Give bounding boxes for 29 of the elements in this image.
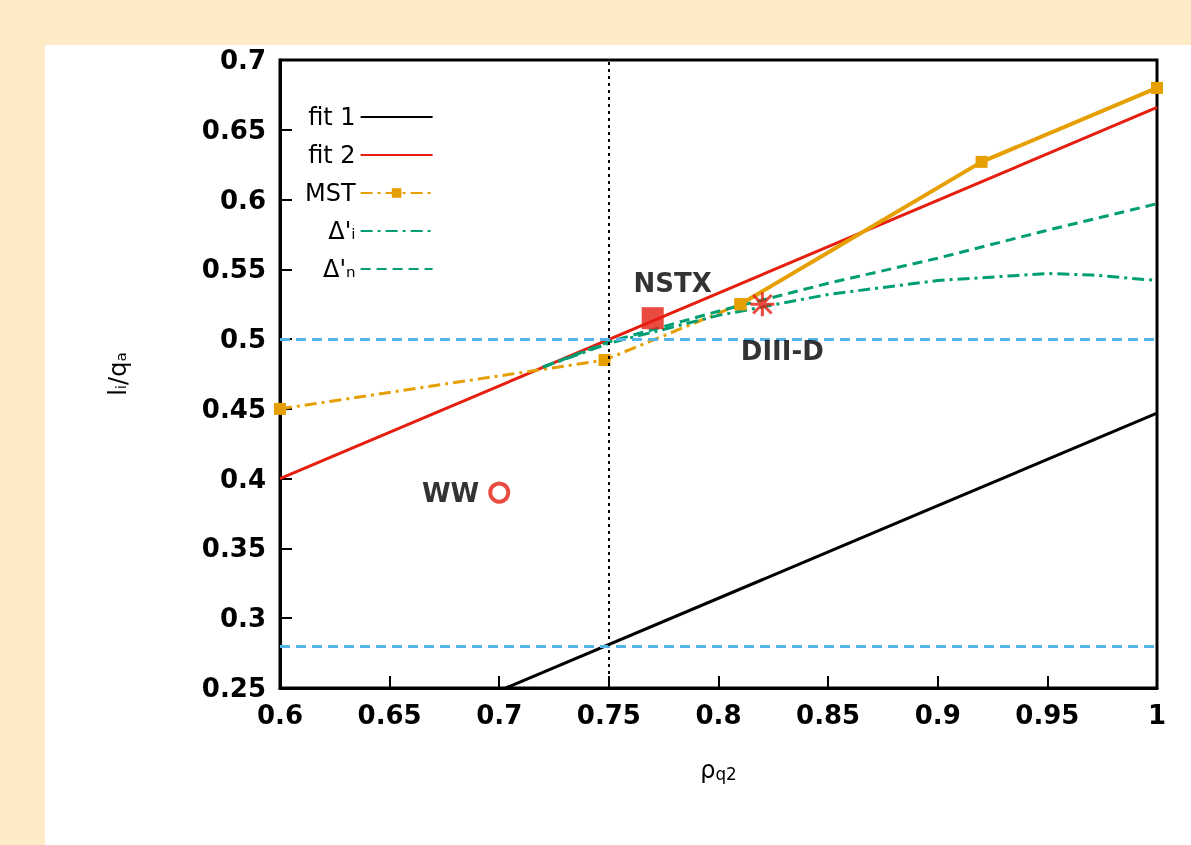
y-tick-label: 0.65 (201, 114, 266, 145)
x-axis-title: ρq2 (700, 756, 737, 784)
y-tick-label: 0.3 (219, 603, 266, 634)
x-tick-label: 0.6 (256, 700, 304, 730)
y-tick-label: 0.5 (219, 324, 266, 355)
x-tick-label: 0.85 (796, 700, 861, 730)
y-tick-label: 0.25 (201, 673, 266, 703)
y-tick-label: 0.4 (219, 463, 266, 494)
x-tick-label: 0.95 (1015, 700, 1080, 730)
y-tick-label: 0.6 (219, 184, 266, 215)
legend-label: fit 2 (308, 141, 356, 169)
x-tick-label: 1 (1147, 700, 1167, 730)
annotation: NSTX (633, 268, 712, 299)
annotation: WW (421, 477, 480, 508)
x-tick-label: 0.8 (695, 700, 742, 730)
legend-label: Δ'ᵢ (328, 217, 356, 245)
y-axis-title: lᵢ/qₐ (104, 352, 132, 396)
legend-label: MST (304, 179, 356, 207)
legend-label: Δ'ₙ (323, 255, 356, 283)
x-tick-label: 0.75 (576, 700, 641, 730)
y-tick-label: 0.35 (201, 533, 266, 564)
y-tick-label: 0.7 (219, 45, 266, 75)
x-tick-label: 0.65 (357, 700, 422, 730)
legend-label: fit 1 (308, 103, 356, 131)
annotation: DIII-D (740, 336, 824, 367)
y-tick-label: 0.55 (201, 254, 266, 285)
x-tick-label: 0.9 (914, 700, 961, 730)
y-tick-label: 0.45 (201, 393, 266, 424)
x-tick-label: 0.7 (476, 700, 523, 730)
